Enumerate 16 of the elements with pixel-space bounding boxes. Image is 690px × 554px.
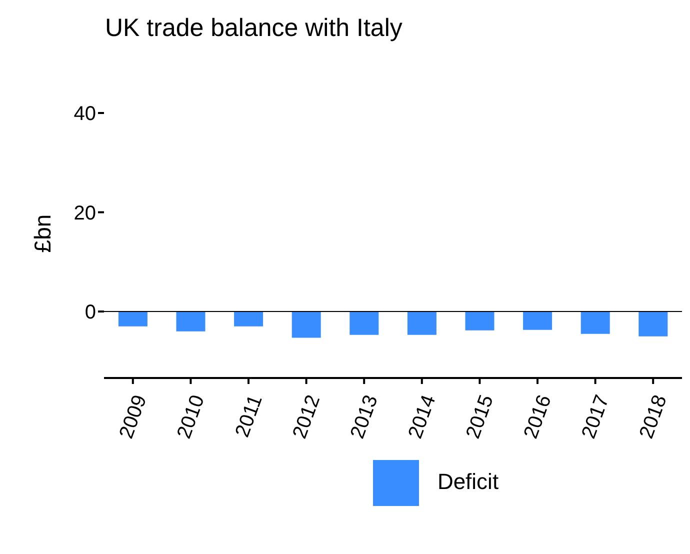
y-tick-label: 0 bbox=[84, 302, 96, 324]
y-axis-title: £bn bbox=[30, 214, 57, 253]
y-tick-label: 40 bbox=[74, 103, 96, 126]
x-tick-label: 2014 bbox=[404, 392, 440, 442]
x-tick-label: 2018 bbox=[636, 392, 672, 442]
x-tick-label: 2016 bbox=[520, 392, 556, 442]
x-tick-label: 2017 bbox=[578, 392, 614, 442]
x-tick-label: 2009 bbox=[115, 392, 152, 442]
y-tick-label: 20 bbox=[74, 202, 96, 224]
x-tick-label: 2011 bbox=[231, 392, 267, 440]
chart-title: UK trade balance with Italy bbox=[105, 14, 402, 43]
x-tick-label: 2015 bbox=[462, 392, 498, 442]
x-tick-label: 2012 bbox=[288, 392, 325, 442]
legend-label: Deficit bbox=[437, 468, 499, 494]
x-tick-label: 2010 bbox=[173, 392, 210, 442]
x-tick-label: 2013 bbox=[346, 392, 382, 442]
